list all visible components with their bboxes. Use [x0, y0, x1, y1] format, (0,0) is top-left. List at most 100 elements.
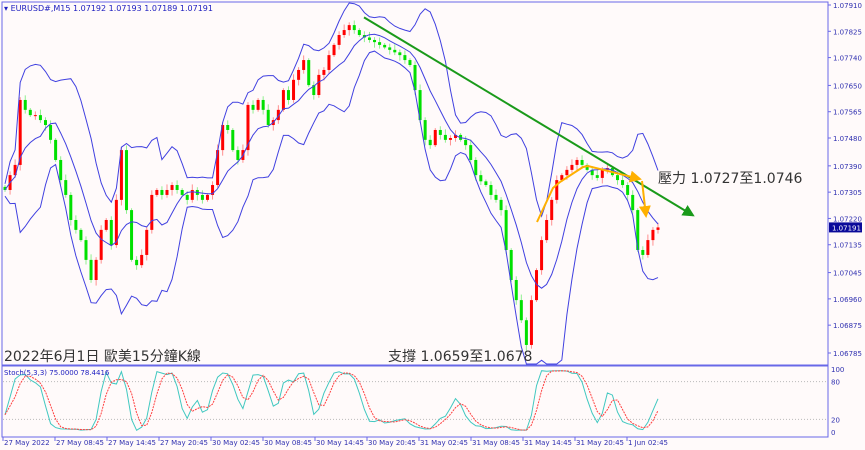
- y-tick-label: 1.06960: [833, 296, 862, 304]
- candle-body: [413, 65, 417, 91]
- stoch-level-label: 100: [831, 366, 844, 374]
- candle-body: [261, 99, 265, 110]
- x-tick-label: 30 May 08:45: [264, 439, 312, 447]
- candle-body: [621, 180, 625, 186]
- symbol-label: EURUSD#,M15: [10, 4, 71, 13]
- candle-body: [3, 186, 7, 190]
- y-tick-label: 1.07480: [833, 135, 862, 143]
- y-tick-label: 1.06785: [833, 350, 862, 358]
- candles: [3, 20, 660, 351]
- candle-body: [408, 60, 412, 66]
- candle-body: [403, 55, 407, 61]
- bollinger-upper: [4, 2, 659, 218]
- current-price-box: [829, 222, 862, 233]
- candle-body: [398, 52, 402, 56]
- candle-body: [656, 227, 660, 230]
- resistance-trendline: [363, 16, 695, 217]
- bollinger-lower: [4, 50, 659, 365]
- candle-body: [352, 25, 356, 31]
- candle-body: [418, 90, 422, 121]
- main-pane-border: [1, 1, 829, 366]
- candle-body: [504, 210, 508, 250]
- candle-body: [509, 249, 513, 280]
- candle-body: [69, 194, 73, 220]
- candle-body: [302, 60, 306, 70]
- candle-body: [342, 30, 346, 36]
- candle-body: [595, 175, 599, 178]
- candle-body: [651, 229, 655, 241]
- candle-body: [373, 39, 377, 43]
- candle-body: [448, 138, 452, 140]
- pattern-arrow-top: [536, 164, 642, 223]
- candle-body: [474, 159, 478, 176]
- y-tick-label: 1.07135: [833, 242, 862, 250]
- chart-header: ▾ EURUSD#,M15 1.07192 1.07193 1.07189 1.…: [4, 4, 213, 13]
- candle-body: [454, 134, 458, 139]
- candle-body: [140, 254, 144, 266]
- candle-body: [33, 115, 37, 117]
- x-tick-label: 30 May 14:45: [316, 439, 364, 447]
- candle-body: [170, 185, 174, 190]
- candle-body: [49, 125, 53, 140]
- candle-body: [119, 150, 123, 200]
- pattern-arrow-down: [638, 180, 651, 218]
- x-tick-label: 27 May 08:45: [56, 439, 104, 447]
- candle-body: [23, 99, 27, 110]
- candle-body: [357, 30, 361, 36]
- candle-body: [276, 109, 280, 121]
- stoch-level-label: 80: [831, 379, 840, 387]
- candle-body: [145, 229, 149, 255]
- y-tick-label: 1.07305: [833, 189, 862, 197]
- candle-body: [200, 194, 204, 200]
- candle-body: [150, 194, 154, 230]
- stoch-level-label: 0: [831, 429, 835, 437]
- candle-body: [514, 279, 518, 301]
- candle-body: [256, 99, 260, 110]
- candle-body: [469, 145, 473, 160]
- candle-body: [130, 210, 134, 260]
- x-tick-label: 27 May 14:45: [108, 439, 156, 447]
- candle-body: [484, 181, 488, 186]
- candle-body: [479, 175, 483, 182]
- candle-body: [236, 150, 240, 160]
- candle-body: [489, 185, 493, 195]
- candle-body: [54, 139, 58, 160]
- candle-body: [499, 199, 503, 211]
- y-tick-label: 1.07825: [833, 28, 862, 36]
- candle-body: [388, 47, 392, 50]
- y-tick-label: 1.07565: [833, 109, 862, 117]
- candle-body: [580, 159, 584, 165]
- candle-body: [104, 219, 108, 230]
- candle-body: [43, 120, 47, 126]
- candle-body: [74, 219, 78, 230]
- candle-body: [251, 104, 255, 110]
- chart-title-annotation: 2022年6月1日 歐美15分鐘K線: [4, 349, 201, 365]
- candle-body: [519, 300, 523, 321]
- candle-body: [109, 219, 113, 246]
- candle-body: [332, 44, 336, 56]
- candle-body: [322, 69, 326, 75]
- y-tick-label: 1.07045: [833, 270, 862, 278]
- candle-body: [292, 79, 296, 100]
- x-tick-label: 30 May 02:45: [212, 439, 260, 447]
- candle-body: [575, 159, 579, 165]
- stoch-pane-border: [1, 365, 829, 438]
- candle-body: [616, 175, 620, 181]
- candle-body: [428, 139, 432, 146]
- header-arrow-icon[interactable]: ▾: [4, 4, 9, 13]
- candle-body: [135, 259, 139, 266]
- candle-body: [13, 164, 17, 176]
- candle-body: [631, 194, 635, 211]
- candle-body: [286, 90, 290, 100]
- x-tick-label: 31 May 08:45: [472, 439, 520, 447]
- candle-body: [590, 169, 594, 176]
- candle-body: [393, 49, 397, 53]
- candle-body: [545, 219, 549, 241]
- y-tick-label: 1.07390: [833, 163, 862, 171]
- candle-body: [337, 35, 341, 45]
- candle-body: [367, 37, 371, 40]
- candle-body: [565, 169, 569, 176]
- candle-body: [585, 164, 589, 170]
